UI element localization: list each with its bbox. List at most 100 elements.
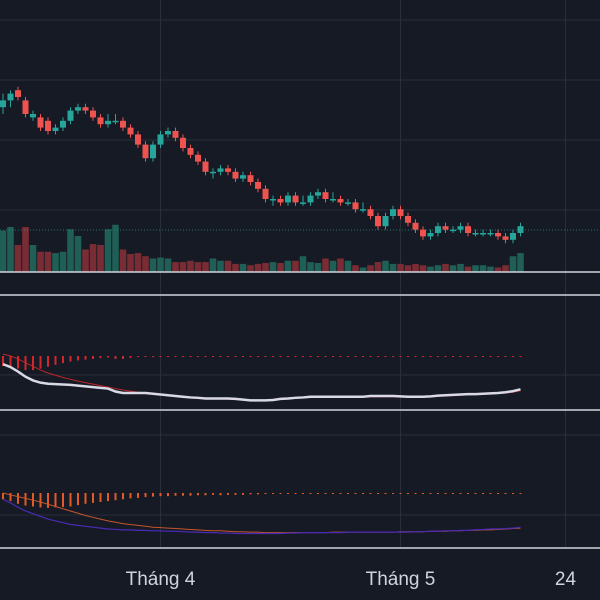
volume-bar (14, 245, 22, 272)
volume-bar (172, 262, 179, 272)
macd-1-histogram-bar (459, 356, 462, 357)
candle-body (457, 226, 464, 230)
candle-body (442, 226, 449, 230)
candle-body (285, 195, 291, 203)
macd-2-histogram-bar (512, 493, 514, 494)
volume-bar (427, 266, 434, 272)
macd-2-histogram-bar (332, 493, 334, 494)
candle-body (277, 199, 284, 203)
macd-1-histogram-bar (129, 356, 132, 358)
macd-1-histogram-bar (279, 356, 282, 357)
candle-body (22, 100, 29, 114)
macd-2-histogram-bar (429, 493, 432, 494)
macd-1-histogram-bar (39, 356, 42, 369)
macd-1-histogram-bar (144, 356, 147, 357)
volume-bar (119, 249, 127, 272)
macd-2-histogram-bar (137, 493, 139, 498)
macd-1-histogram-bar (32, 356, 34, 371)
candle-body (435, 226, 441, 233)
macd-1-histogram-bar (512, 356, 514, 357)
macd-2-histogram-bar (309, 493, 312, 494)
macd-2-histogram-bar (362, 493, 364, 494)
macd-2-histogram-bar (324, 493, 327, 494)
candle-body (420, 229, 426, 237)
macd-1-histogram-bar (107, 356, 109, 358)
candle-body (217, 168, 224, 172)
macd-2-histogram-bar (392, 493, 394, 494)
macd-2-histogram-bar (437, 493, 439, 494)
volume-bar (194, 262, 202, 272)
candle-body (30, 114, 36, 118)
macd-1-histogram-bar (414, 356, 417, 357)
macd-1-histogram-bar (242, 356, 244, 357)
candle-body (307, 195, 314, 203)
volume-bar (89, 244, 97, 272)
volume-bar (404, 265, 412, 272)
volume-bar (329, 260, 337, 272)
macd-1-histogram-bar (369, 356, 372, 357)
candle-body (495, 233, 501, 237)
volume-bar (232, 263, 239, 272)
macd-2-histogram-bar (219, 493, 222, 496)
volume-bar (442, 263, 449, 272)
volume-bar (127, 254, 134, 272)
macd-1-histogram-bar (167, 356, 169, 357)
macd-1-histogram-bar (362, 356, 364, 357)
candle-body (487, 233, 494, 235)
macd-2-histogram-bar (47, 493, 49, 508)
volume-bar (67, 229, 74, 272)
macd-1-histogram-bar (9, 356, 12, 368)
candle-body (450, 229, 456, 232)
macd-2-histogram-bar (339, 493, 342, 494)
volume-bar (277, 263, 284, 272)
macd-2-histogram-bar (174, 493, 177, 496)
volume-bar (374, 262, 382, 272)
macd-1-histogram-bar (47, 356, 49, 367)
macd-2-histogram-bar (384, 493, 387, 494)
macd-1-histogram-bar (332, 356, 334, 357)
x-axis-tick-label: Tháng 5 (366, 569, 436, 590)
macd-1-histogram-bar (339, 356, 342, 357)
candle-body (157, 134, 164, 145)
candle-body (390, 209, 396, 216)
volume-bar (359, 267, 367, 272)
macd-1-histogram-bar (227, 356, 229, 357)
volume-bar (157, 257, 164, 272)
macd-2-histogram-bar (249, 493, 252, 495)
candle-body (187, 148, 194, 155)
volume-bar (307, 262, 314, 272)
volume-bar (179, 262, 187, 272)
macd-2-histogram-bar (444, 493, 447, 494)
macd-1-histogram-bar (99, 356, 102, 359)
macd-1-histogram-bar (294, 356, 297, 357)
macd-1-histogram-bar (62, 356, 64, 364)
macd-1-histogram-bar (384, 356, 387, 357)
volume-bar (517, 253, 524, 272)
candle-body (142, 144, 149, 159)
macd-1-histogram-bar (197, 356, 199, 357)
volume-bar (104, 229, 112, 272)
candle-body (195, 154, 201, 162)
macd-1-histogram-bar (182, 356, 184, 357)
volume-bar (337, 258, 344, 272)
volume-bar (419, 265, 427, 272)
macd-1-histogram-bar (317, 356, 319, 357)
candle-body (315, 192, 321, 196)
volume-bar (82, 249, 89, 272)
macd-1-histogram-bar (497, 356, 499, 357)
macd-1-histogram-bar (302, 356, 304, 357)
macd-2-histogram-bar (107, 493, 109, 502)
macd-2-histogram-bar (369, 493, 372, 494)
macd-2-histogram-bar (272, 493, 274, 494)
candle-body (292, 195, 299, 203)
candle-body (225, 168, 231, 172)
macd-1-histogram-bar (482, 356, 484, 357)
macd-2-histogram-bar (152, 493, 154, 497)
candle-body (150, 144, 156, 159)
macd-1-histogram-bar (324, 356, 327, 357)
volume-bar (314, 263, 322, 272)
macd-1-histogram-bar (452, 356, 454, 357)
candle-body (120, 120, 126, 128)
candle-body (330, 199, 336, 201)
